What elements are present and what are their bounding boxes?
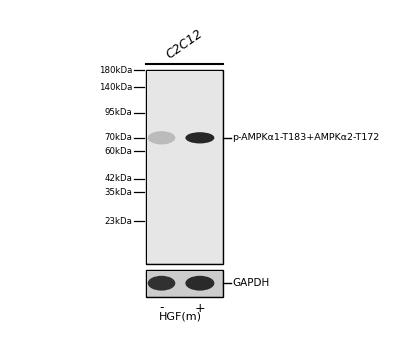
Text: +: +	[194, 302, 205, 315]
Text: 42kDa: 42kDa	[104, 174, 132, 183]
Text: 60kDa: 60kDa	[104, 147, 132, 156]
Text: 35kDa: 35kDa	[104, 188, 132, 197]
Bar	[147, 71, 222, 263]
Bar	[146, 270, 223, 297]
Bar	[147, 271, 222, 296]
Text: 23kDa: 23kDa	[104, 217, 132, 226]
Ellipse shape	[148, 131, 175, 145]
Text: p-AMPKα1-T183+AMPKα2-T172: p-AMPKα1-T183+AMPKα2-T172	[232, 133, 379, 142]
Text: 70kDa: 70kDa	[104, 133, 132, 142]
Bar	[146, 70, 223, 264]
Ellipse shape	[185, 276, 214, 290]
Text: GAPDH: GAPDH	[232, 278, 269, 288]
Ellipse shape	[185, 132, 214, 144]
Text: 95kDa: 95kDa	[104, 108, 132, 117]
Text: HGF(m): HGF(m)	[159, 312, 202, 322]
Text: 140kDa: 140kDa	[99, 83, 132, 92]
Text: 180kDa: 180kDa	[99, 66, 132, 75]
Text: -: -	[159, 302, 164, 315]
Text: C2C12: C2C12	[164, 27, 205, 62]
Ellipse shape	[148, 276, 175, 290]
